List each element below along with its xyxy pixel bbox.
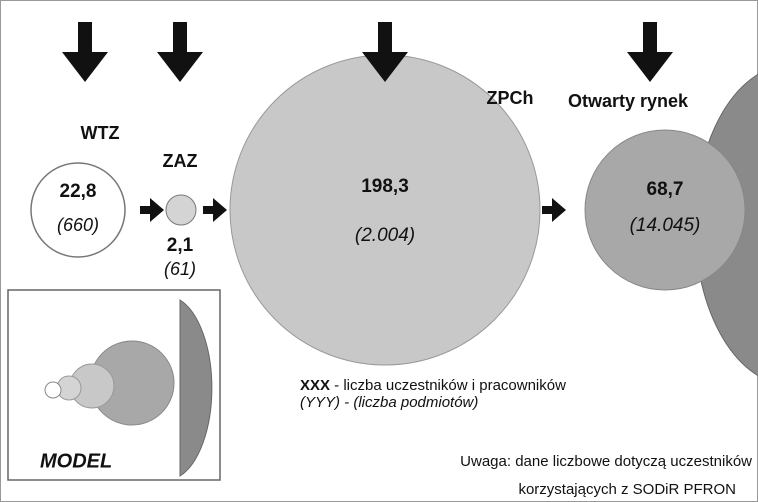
node-value: 22,8 [60,181,97,202]
node-label: ZAZ [163,151,198,171]
model-label: MODEL [40,450,112,472]
node-label: ZPCh [487,88,534,108]
note: Uwaga: dane liczbowe dotyczą uczestników [460,453,752,470]
node-count: (2.004) [355,225,415,246]
model-box: MODEL [7,289,221,481]
node-value: 2,1 [167,235,194,256]
zaz-circle [165,194,197,226]
legend-text: - liczba uczestników i pracowników [330,377,566,394]
legend-value: XXX - liczba uczestników i pracowników [300,377,566,394]
node-value: 198,3 [361,176,409,197]
node-count: (61) [164,259,196,279]
open-market-circle [584,129,746,291]
node-count: (660) [57,215,99,235]
right-arrows [140,198,566,222]
legend-count: (YYY) - (liczba podmiotów) [300,394,478,411]
node-count: (14.045) [630,215,701,236]
node-label: WTZ [81,123,120,143]
wtz-circle [30,162,126,258]
note: korzystających z SODiR PFRON [518,481,736,498]
node-value: 68,7 [647,179,684,200]
node-label: Otwarty rynek [568,91,689,111]
legend-key: XXX [300,377,330,394]
down-arrows [62,22,673,82]
